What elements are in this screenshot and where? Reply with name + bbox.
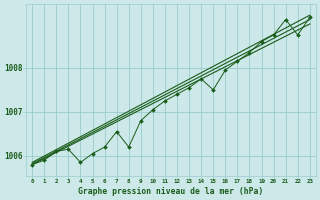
X-axis label: Graphe pression niveau de la mer (hPa): Graphe pression niveau de la mer (hPa) — [78, 187, 264, 196]
